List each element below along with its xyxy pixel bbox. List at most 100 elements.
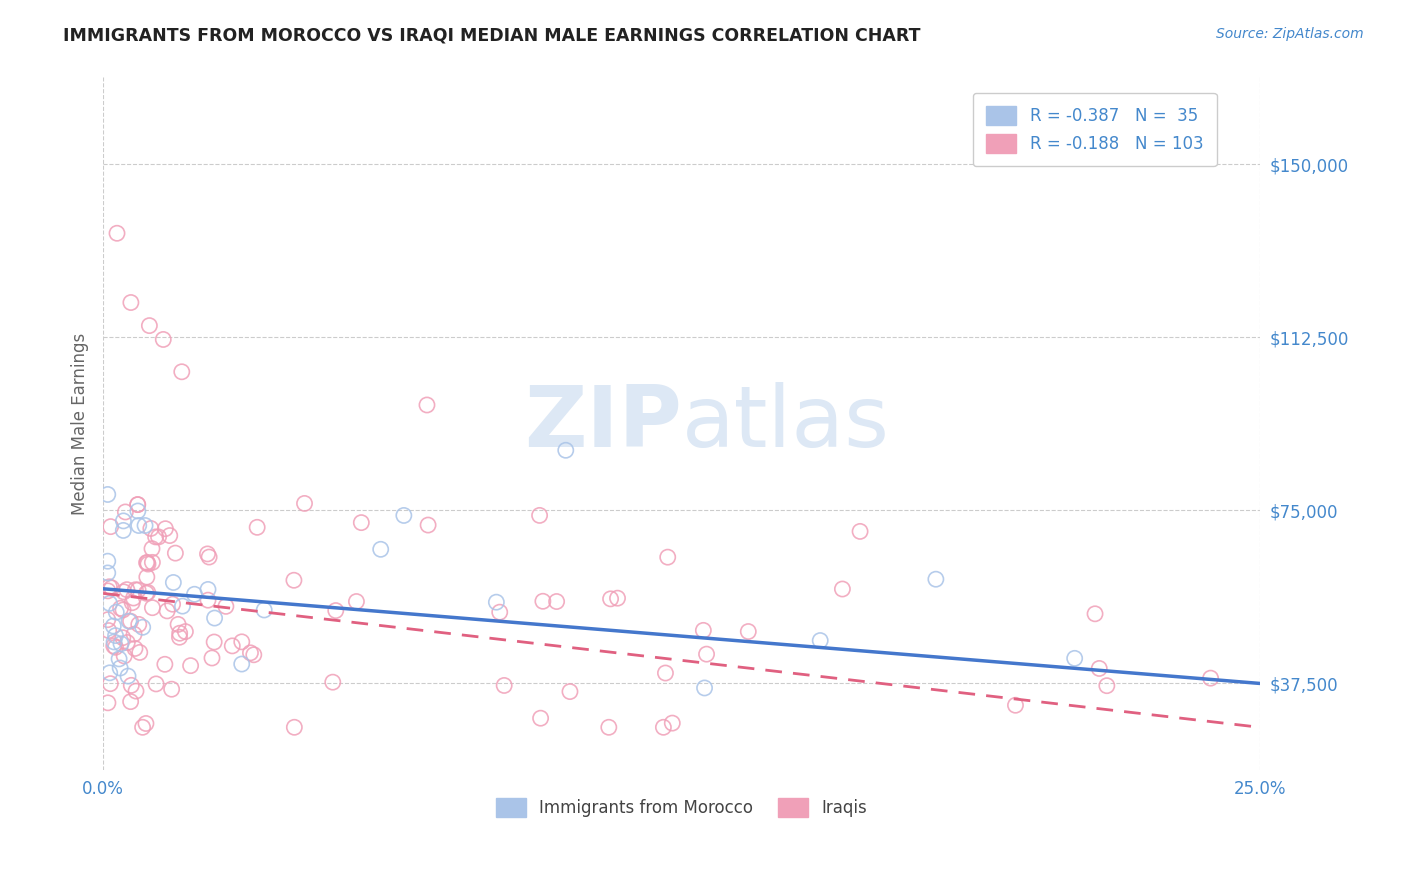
Point [392,508,415,523]
Point [127,582,149,597]
Point [97,696,120,710]
Point [134,518,156,533]
Point [485,595,508,609]
Point [121,596,143,610]
Point [135,586,157,600]
Point [98,580,121,594]
Point [325,604,347,618]
Point [105,227,128,241]
Point [661,716,683,731]
Point [136,557,159,571]
Point [197,582,219,597]
Point [531,594,554,608]
Point [120,295,142,310]
Point [117,635,139,649]
Point [97,583,120,598]
Point [135,716,157,731]
Point [253,603,276,617]
Point [128,617,150,632]
Point [110,637,132,651]
Point [416,398,439,412]
Point [546,594,568,608]
Point [654,666,676,681]
Point [97,487,120,501]
Point [221,639,243,653]
Point [98,596,121,610]
Point [599,591,621,606]
Point [103,639,125,653]
Point [112,584,135,599]
Legend: Immigrants from Morocco, Iraqis: Immigrants from Morocco, Iraqis [489,791,873,824]
Point [204,611,226,625]
Point [488,605,510,619]
Point [198,549,221,564]
Point [294,496,316,510]
Point [657,550,679,565]
Point [322,675,344,690]
Point [737,624,759,639]
Point [124,641,146,656]
Point [112,524,135,538]
Point [692,624,714,638]
Point [152,333,174,347]
Point [136,585,159,599]
Point [97,613,120,627]
Text: atlas: atlas [682,382,890,466]
Point [135,570,157,584]
Point [172,599,194,613]
Point [231,635,253,649]
Point [115,582,138,597]
Point [138,318,160,333]
Point [100,581,122,595]
Point [103,619,125,633]
Point [148,530,170,544]
Point [201,651,224,665]
Point [170,365,193,379]
Point [111,631,134,645]
Point [141,541,163,556]
Point [346,594,368,608]
Point [153,657,176,672]
Point [127,498,149,512]
Point [197,593,219,607]
Point [243,648,266,662]
Point [122,591,145,605]
Point [104,629,127,643]
Point [283,574,305,588]
Point [156,604,179,618]
Point [127,498,149,512]
Point [162,575,184,590]
Point [494,678,516,692]
Point [159,528,181,542]
Point [120,614,142,628]
Point [652,720,675,734]
Point [124,582,146,597]
Point [103,635,125,649]
Point [1088,661,1111,675]
Point [128,645,150,659]
Point [128,518,150,533]
Point [529,508,551,523]
Point [215,599,238,614]
Point [167,617,190,632]
Point [169,630,191,644]
Point [162,597,184,611]
Point [122,627,145,641]
Point [141,555,163,569]
Point [239,646,262,660]
Point [1004,698,1026,713]
Point [283,720,305,734]
Point [104,640,127,655]
Point [246,520,269,534]
Text: ZIP: ZIP [523,382,682,466]
Point [202,635,225,649]
Point [1199,671,1222,685]
Point [350,516,373,530]
Point [416,518,439,533]
Point [139,521,162,535]
Point [127,504,149,518]
Point [98,665,121,680]
Point [117,669,139,683]
Point [97,566,120,580]
Point [849,524,872,539]
